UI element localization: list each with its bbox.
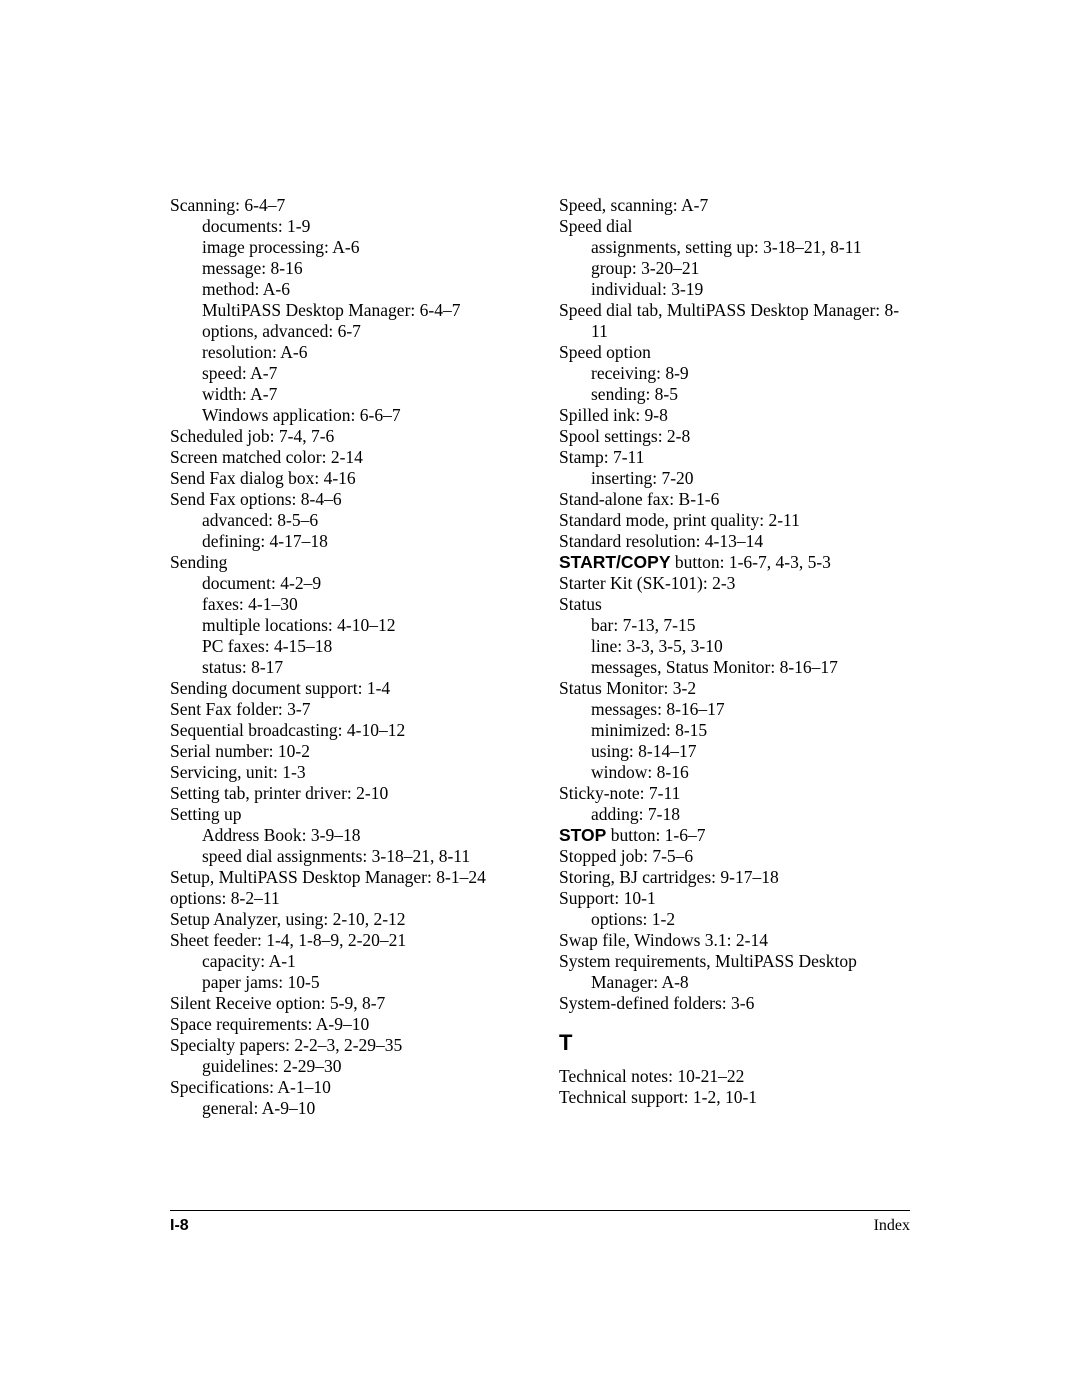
- page-number: I-8: [170, 1217, 189, 1235]
- index-entry: guidelines: 2-29–30: [170, 1056, 521, 1077]
- index-entry: multiple locations: 4-10–12: [170, 615, 521, 636]
- index-entry: paper jams: 10-5: [170, 972, 521, 993]
- index-entry: documents: 1-9: [170, 216, 521, 237]
- index-entry: status: 8-17: [170, 657, 521, 678]
- footer-label: Index: [874, 1217, 910, 1235]
- index-entry: Sent Fax folder: 3-7: [170, 699, 521, 720]
- index-column-left: Scanning: 6-4–7documents: 1-9image proce…: [170, 195, 521, 1119]
- index-entry: adding: 7-18: [559, 804, 910, 825]
- index-entry: Standard mode, print quality: 2-11: [559, 510, 910, 531]
- index-entry: Setup Analyzer, using: 2-10, 2-12: [170, 909, 521, 930]
- index-entry: line: 3-3, 3-5, 3-10: [559, 636, 910, 657]
- index-entry: Specifications: A-1–10: [170, 1077, 521, 1098]
- index-entry: assignments, setting up: 3-18–21, 8-11: [559, 237, 910, 258]
- index-entry: Windows application: 6-6–7: [170, 405, 521, 426]
- index-entry: Scanning: 6-4–7: [170, 195, 521, 216]
- index-entry: speed dial assignments: 3-18–21, 8-11: [170, 846, 521, 867]
- index-entry: window: 8-16: [559, 762, 910, 783]
- index-entry: image processing: A-6: [170, 237, 521, 258]
- index-entry-text: button: 1-6-7, 4-3, 5-3: [671, 552, 831, 572]
- index-entry: Technical support: 1-2, 10-1: [559, 1087, 910, 1108]
- index-entry: receiving: 8-9: [559, 363, 910, 384]
- index-entry: messages: 8-16–17: [559, 699, 910, 720]
- index-entry: PC faxes: 4-15–18: [170, 636, 521, 657]
- index-entry: Sending: [170, 552, 521, 573]
- index-entry: STOP button: 1-6–7: [559, 825, 910, 846]
- index-entry: Speed dial: [559, 216, 910, 237]
- index-page: Scanning: 6-4–7documents: 1-9image proce…: [0, 0, 1080, 1119]
- index-entry: general: A-9–10: [170, 1098, 521, 1119]
- index-entry: Standard resolution: 4-13–14: [559, 531, 910, 552]
- index-entry-bold: START/COPY: [559, 552, 671, 572]
- index-entry: Specialty papers: 2-2–3, 2-29–35: [170, 1035, 521, 1056]
- index-entry: Setting tab, printer driver: 2-10: [170, 783, 521, 804]
- index-entry: Setting up: [170, 804, 521, 825]
- index-entry: message: 8-16: [170, 258, 521, 279]
- section-heading-t: T: [559, 1030, 910, 1056]
- index-entry: width: A-7: [170, 384, 521, 405]
- index-entry: Speed option: [559, 342, 910, 363]
- index-entry: defining: 4-17–18: [170, 531, 521, 552]
- index-entry: using: 8-14–17: [559, 741, 910, 762]
- index-entry: Silent Receive option: 5-9, 8-7: [170, 993, 521, 1014]
- index-entry: System-defined folders: 3-6: [559, 993, 910, 1014]
- index-entry: advanced: 8-5–6: [170, 510, 521, 531]
- index-entry-bold: STOP: [559, 825, 606, 845]
- index-entry: Sequential broadcasting: 4-10–12: [170, 720, 521, 741]
- index-entry-text: button: 1-6–7: [606, 825, 705, 845]
- index-entry: Space requirements: A-9–10: [170, 1014, 521, 1035]
- index-entry: group: 3-20–21: [559, 258, 910, 279]
- index-entry: Screen matched color: 2-14: [170, 447, 521, 468]
- index-entry: Sticky-note: 7-11: [559, 783, 910, 804]
- index-entry: minimized: 8-15: [559, 720, 910, 741]
- index-entry: Spool settings: 2-8: [559, 426, 910, 447]
- index-entry: options, advanced: 6-7: [170, 321, 521, 342]
- index-entry: Stand-alone fax: B-1-6: [559, 489, 910, 510]
- index-entry: inserting: 7-20: [559, 468, 910, 489]
- index-entry: Status: [559, 594, 910, 615]
- index-entry: Speed dial tab, MultiPASS Desktop Manage…: [559, 300, 910, 342]
- index-entry: messages, Status Monitor: 8-16–17: [559, 657, 910, 678]
- index-entry: Send Fax options: 8-4–6: [170, 489, 521, 510]
- index-entry: System requirements, MultiPASS Desktop M…: [559, 951, 910, 993]
- index-entry: capacity: A-1: [170, 951, 521, 972]
- index-entry: Storing, BJ cartridges: 9-17–18: [559, 867, 910, 888]
- index-entry: Send Fax dialog box: 4-16: [170, 468, 521, 489]
- index-entry: options: 8-2–11: [170, 888, 521, 909]
- index-entry: Spilled ink: 9-8: [559, 405, 910, 426]
- index-entry: Setup, MultiPASS Desktop Manager: 8-1–24: [170, 867, 521, 888]
- index-entry: Address Book: 3-9–18: [170, 825, 521, 846]
- index-entry: document: 4-2–9: [170, 573, 521, 594]
- index-entry: MultiPASS Desktop Manager: 6-4–7: [170, 300, 521, 321]
- index-column-right: Speed, scanning: A-7Speed dialassignment…: [559, 195, 910, 1119]
- index-entry: faxes: 4-1–30: [170, 594, 521, 615]
- index-entry: bar: 7-13, 7-15: [559, 615, 910, 636]
- page-footer: I-8 Index: [170, 1210, 910, 1235]
- index-entry: method: A-6: [170, 279, 521, 300]
- index-entry: Scheduled job: 7-4, 7-6: [170, 426, 521, 447]
- index-entry: Speed, scanning: A-7: [559, 195, 910, 216]
- index-entry: Starter Kit (SK-101): 2-3: [559, 573, 910, 594]
- index-entry: sending: 8-5: [559, 384, 910, 405]
- index-entry: options: 1-2: [559, 909, 910, 930]
- index-entry: Sending document support: 1-4: [170, 678, 521, 699]
- index-entry: Serial number: 10-2: [170, 741, 521, 762]
- index-entry: Sheet feeder: 1-4, 1-8–9, 2-20–21: [170, 930, 521, 951]
- index-columns: Scanning: 6-4–7documents: 1-9image proce…: [170, 195, 910, 1119]
- index-entry: Stamp: 7-11: [559, 447, 910, 468]
- index-entry: Stopped job: 7-5–6: [559, 846, 910, 867]
- index-entry: resolution: A-6: [170, 342, 521, 363]
- index-entry: Servicing, unit: 1-3: [170, 762, 521, 783]
- index-entry: Swap file, Windows 3.1: 2-14: [559, 930, 910, 951]
- index-entry: START/COPY button: 1-6-7, 4-3, 5-3: [559, 552, 910, 573]
- index-entry: individual: 3-19: [559, 279, 910, 300]
- index-entry: Support: 10-1: [559, 888, 910, 909]
- index-entry: Technical notes: 10-21–22: [559, 1066, 910, 1087]
- index-entry: speed: A-7: [170, 363, 521, 384]
- index-entry: Status Monitor: 3-2: [559, 678, 910, 699]
